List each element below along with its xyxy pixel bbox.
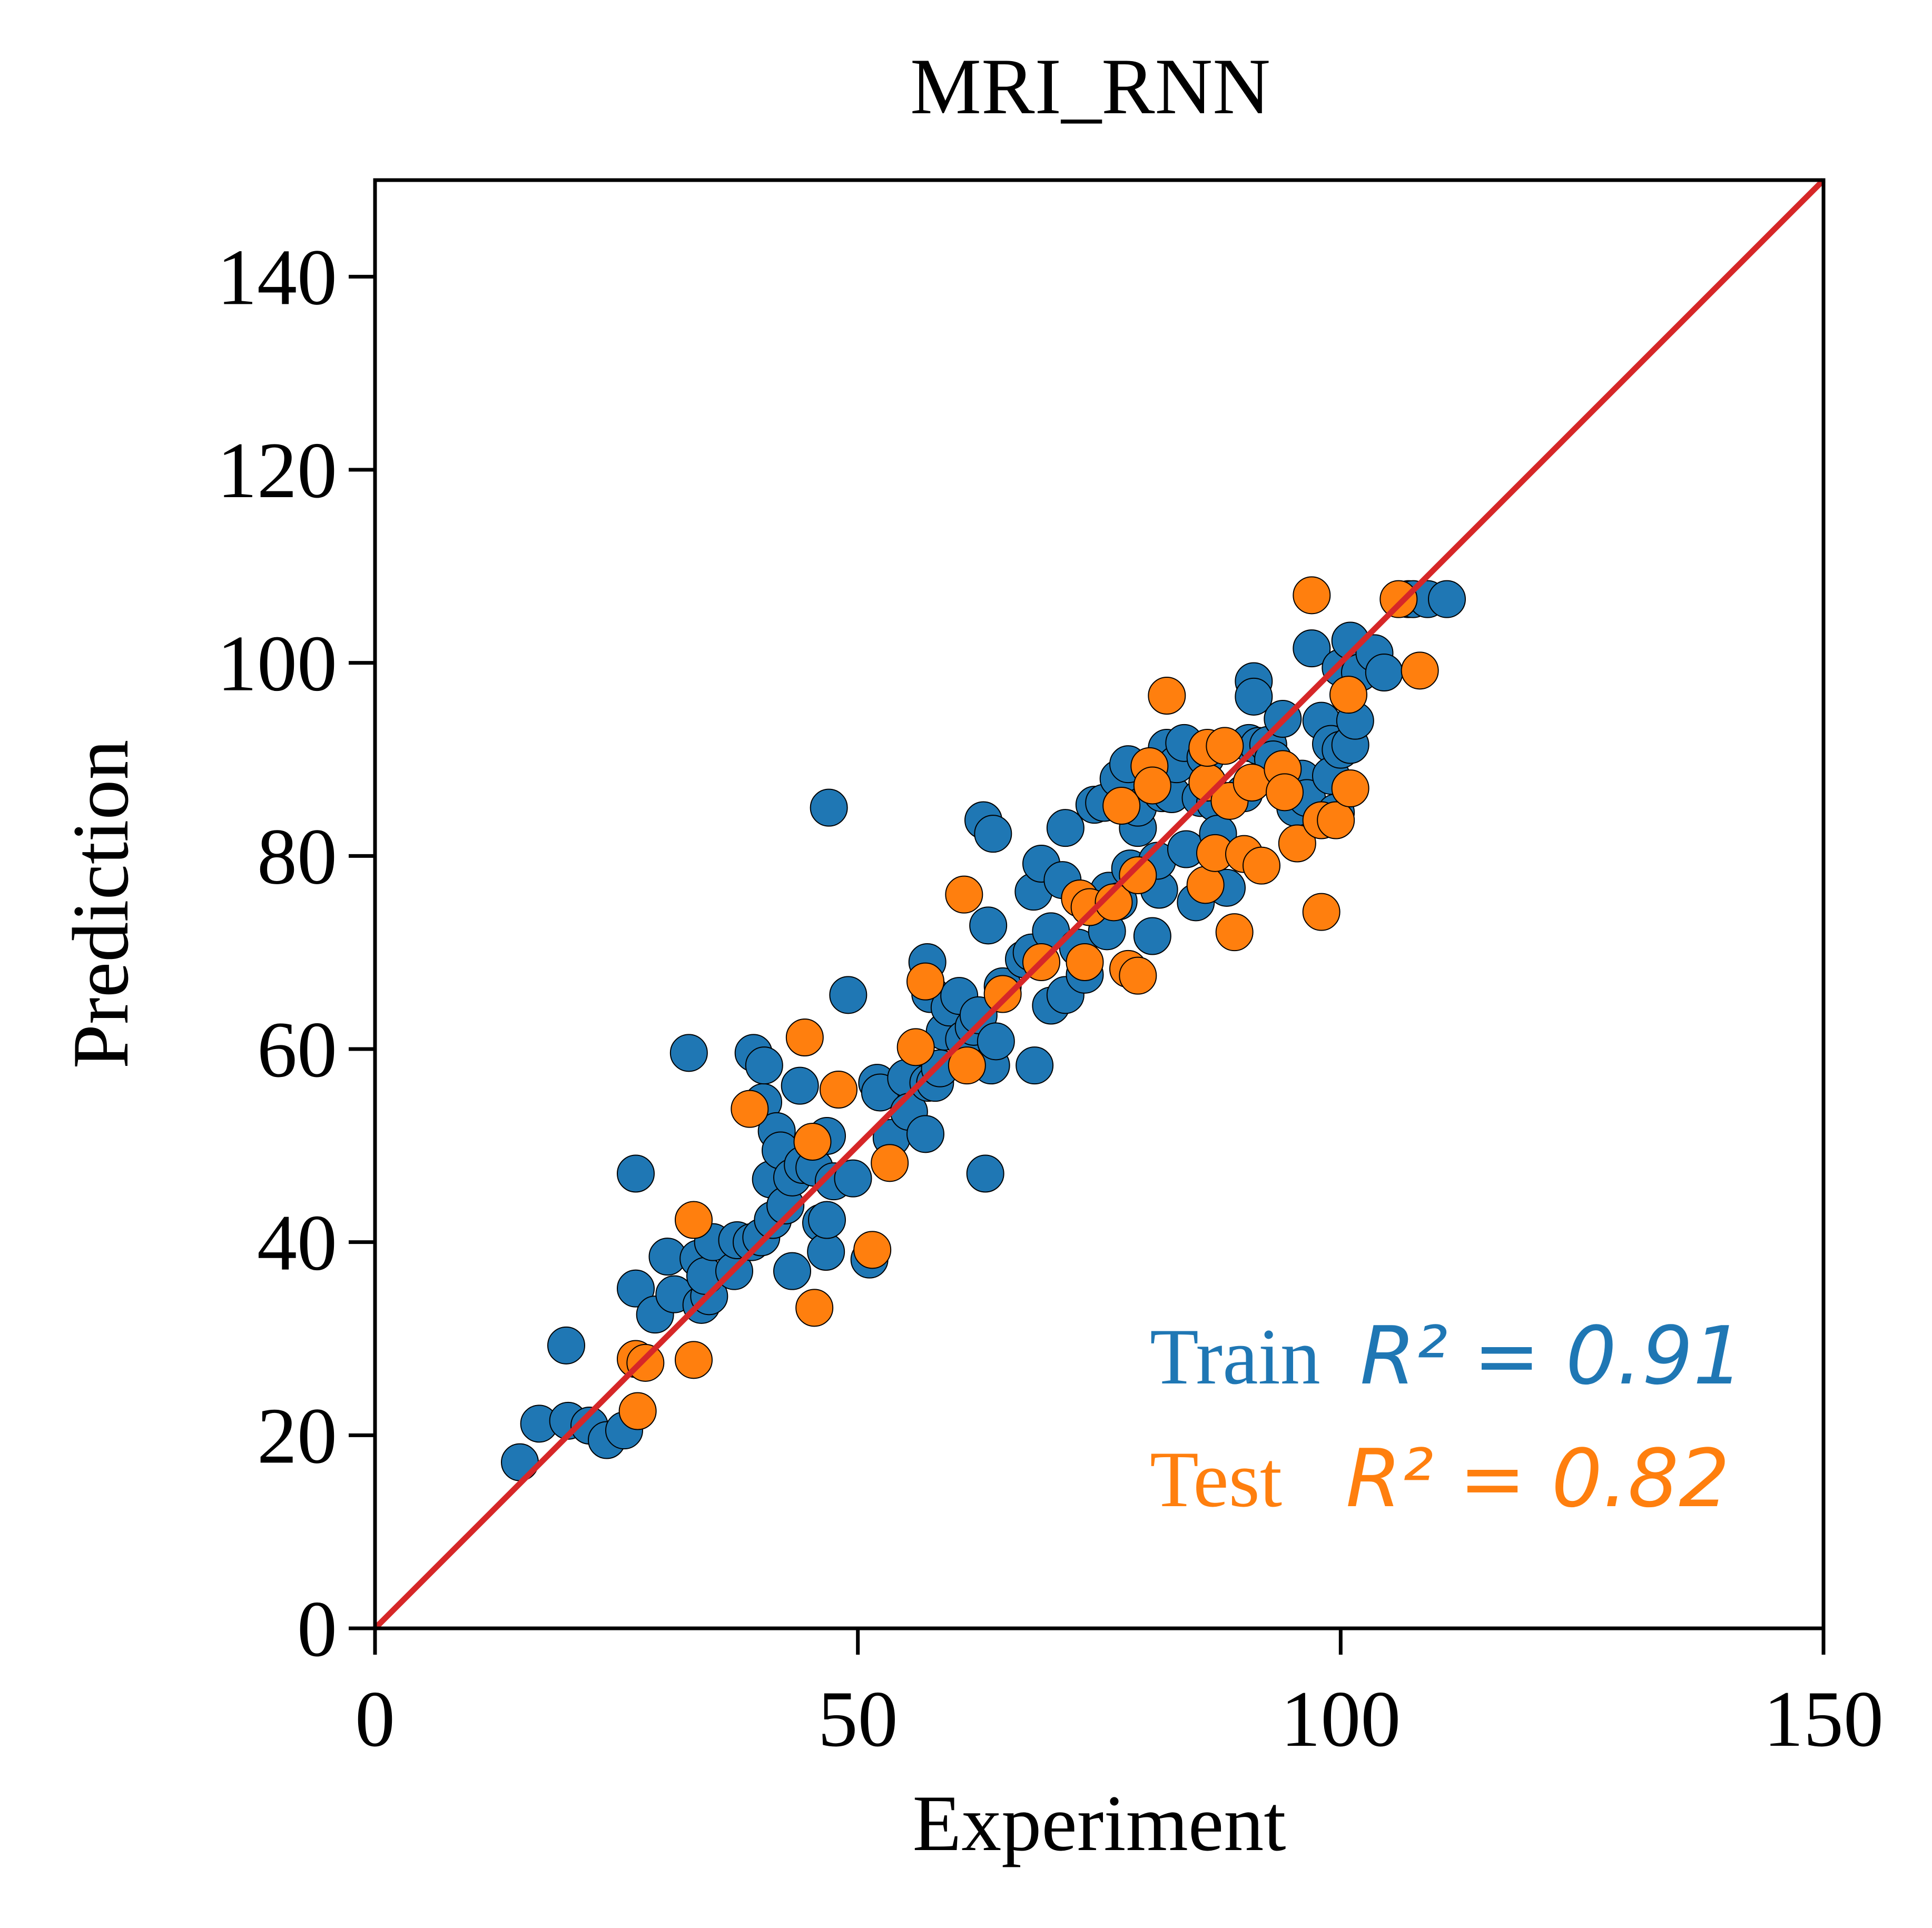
test-point-41 (1278, 824, 1316, 863)
test-point-16 (983, 975, 1022, 1013)
train-point-76 (1046, 809, 1085, 847)
train-point-32 (781, 1066, 819, 1105)
test-point-43 (1302, 893, 1340, 931)
test-point-21 (1095, 883, 1133, 922)
train-point-62 (966, 1154, 1004, 1193)
train-point-0 (501, 1443, 539, 1481)
train-point-41 (829, 976, 868, 1014)
test-point-5 (731, 1090, 769, 1128)
train-point-128 (1365, 654, 1403, 691)
reference-line (373, 178, 1826, 1630)
test-point-7 (793, 1123, 832, 1161)
test-point-22 (1102, 787, 1141, 825)
x-tick-label-0: 0 (355, 1675, 395, 1763)
train-point-66 (977, 1022, 1015, 1061)
test-point-33 (1206, 727, 1244, 765)
test-point-27 (1133, 766, 1171, 805)
train-point-132 (1428, 580, 1466, 618)
test-point-46 (1329, 676, 1367, 714)
y-axis-label: Prediction (56, 740, 145, 1069)
train-point-108 (1235, 677, 1273, 716)
y-tick-label-140: 140 (217, 233, 337, 321)
y-tick-label-0: 0 (297, 1585, 337, 1673)
train-point-116 (1293, 629, 1331, 668)
train-point-63 (969, 906, 1008, 945)
train-point-7 (617, 1154, 655, 1193)
test-point-40 (1266, 773, 1304, 812)
test-point-3 (675, 1201, 713, 1239)
y-tick-label-20: 20 (257, 1391, 337, 1480)
y-tick-label-40: 40 (257, 1199, 337, 1287)
test-point-14 (945, 875, 983, 914)
test-point-6 (785, 1019, 824, 1056)
test-point-15 (948, 1046, 986, 1085)
train-point-24 (745, 1046, 783, 1085)
test-point-25 (1119, 856, 1157, 894)
train-point-49 (906, 1115, 944, 1153)
x-tick-label-150: 150 (1763, 1675, 1884, 1763)
train-point-37 (808, 1201, 846, 1239)
y-tick-label-100: 100 (217, 619, 337, 708)
test-point-45 (1317, 801, 1355, 839)
test-point-4 (675, 1341, 713, 1379)
test-point-49 (1401, 651, 1439, 690)
test-point-47 (1331, 769, 1369, 807)
test-point-29 (1186, 866, 1225, 904)
test-point-12 (896, 1028, 935, 1066)
test-point-24 (1119, 956, 1157, 995)
train-label: Train (1150, 1312, 1320, 1401)
train-point-65 (974, 815, 1012, 853)
y-tick-label-120: 120 (217, 426, 337, 515)
test-point-19 (1066, 943, 1104, 981)
test-annotation: Test R² = 0.82 (1150, 1432, 1730, 1525)
x-tick-label-50: 50 (818, 1675, 898, 1763)
x-axis-label: Experiment (912, 1779, 1286, 1867)
test-point-38 (1243, 846, 1280, 885)
train-point-90 (1133, 917, 1171, 955)
x-tick-label-100: 100 (1280, 1675, 1401, 1763)
test-label: Test (1150, 1435, 1282, 1524)
test-r2-value: R² = 0.82 (1346, 1432, 1730, 1525)
y-axis: 0 20 40 60 80 100 120 140 (217, 233, 375, 1673)
train-r2-value: R² = 0.91 (1360, 1309, 1744, 1402)
chart-title: MRI_RNN (910, 42, 1270, 131)
test-point-48 (1379, 580, 1418, 618)
train-point-36 (807, 1233, 845, 1271)
train-point-8 (617, 1269, 655, 1308)
test-point-11 (871, 1144, 909, 1182)
y-tick-label-80: 80 (257, 812, 337, 901)
test-point-42 (1293, 576, 1331, 615)
test-point-9 (820, 1071, 857, 1109)
train-annotation: Train R² = 0.91 (1150, 1309, 1744, 1402)
x-axis: 0 50 100 150 (355, 1628, 1884, 1763)
test-point-35 (1215, 913, 1254, 952)
train-point-42 (834, 1159, 872, 1198)
train-point-71 (1016, 1046, 1054, 1085)
test-point-10 (853, 1231, 892, 1269)
test-point-2 (626, 1343, 665, 1382)
test-point-1 (618, 1392, 657, 1430)
y-tick-label-60: 60 (257, 1005, 337, 1094)
train-point-2 (547, 1326, 585, 1365)
train-point-12 (669, 1034, 708, 1072)
train-point-39 (810, 788, 848, 827)
test-point-13 (906, 962, 944, 1001)
train-point-30 (773, 1252, 811, 1290)
plot-frame (373, 178, 1826, 1630)
test-point-8 (795, 1289, 834, 1327)
test-point-28 (1148, 677, 1186, 715)
